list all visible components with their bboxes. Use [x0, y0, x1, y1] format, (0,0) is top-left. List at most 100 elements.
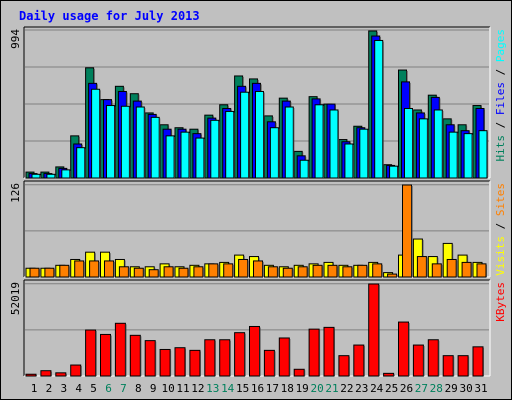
bar-pages-day-1	[31, 173, 41, 179]
x-tick-day-26: 26	[400, 382, 413, 395]
bar-kbytes-day-24	[368, 283, 380, 377]
x-tick-day-25: 25	[385, 382, 398, 395]
x-tick-day-20: 20	[310, 382, 323, 395]
bar-sites-day-11	[178, 267, 189, 278]
x-tick-day-10: 10	[161, 382, 174, 395]
x-tick-day-14: 14	[221, 382, 235, 395]
x-tick-day-23: 23	[355, 382, 368, 395]
x-tick-day-1: 1	[31, 382, 38, 395]
bar-pages-day-19	[299, 159, 309, 179]
bar-sites-day-28	[431, 263, 442, 278]
legend-item: KBytes	[494, 282, 507, 322]
bar-sites-day-29	[446, 258, 457, 278]
x-tick-day-12: 12	[191, 382, 204, 395]
bar-sites-day-18	[282, 267, 293, 278]
bar-pages-day-18	[284, 106, 294, 179]
bar-pages-day-2	[46, 173, 56, 179]
bar-kbytes-day-21	[323, 326, 335, 377]
bar-sites-day-7	[118, 266, 129, 278]
x-tick-day-3: 3	[60, 382, 67, 395]
bar-kbytes-day-7	[114, 322, 126, 377]
bar-sites-day-24	[372, 263, 383, 278]
bar-sites-day-10	[163, 266, 174, 278]
legend-item: Hits	[494, 135, 507, 162]
bar-pages-day-22	[344, 143, 354, 179]
bar-sites-day-30	[461, 261, 472, 278]
legend-item: Visits	[494, 236, 507, 276]
legend-item: /	[494, 216, 507, 236]
bar-sites-day-12	[193, 266, 204, 278]
legend-item: /	[494, 115, 507, 135]
bar-kbytes-day-30	[457, 355, 469, 377]
bar-kbytes-day-5	[85, 329, 97, 377]
bar-pages-day-21	[329, 109, 339, 179]
bar-pages-day-29	[448, 131, 458, 179]
bar-kbytes-day-16	[249, 325, 260, 377]
bar-kbytes-day-26	[398, 321, 409, 377]
x-tick-day-31: 31	[474, 382, 487, 395]
bar-pages-day-16	[255, 90, 264, 179]
x-tick-day-2: 2	[46, 382, 53, 395]
bar-sites-day-17	[267, 266, 278, 278]
legend: Visits / Sites	[494, 183, 507, 276]
bar-kbytes-day-27	[412, 344, 424, 377]
bar-pages-day-7	[120, 105, 130, 179]
x-tick-day-13: 13	[206, 382, 219, 395]
bar-sites-day-31	[476, 263, 487, 278]
bar-kbytes-day-9	[144, 340, 156, 377]
bar-kbytes-day-6	[100, 333, 111, 377]
x-tick-day-30: 30	[459, 382, 472, 395]
bar-sites-day-22	[342, 266, 353, 278]
x-tick-day-18: 18	[281, 382, 294, 395]
bar-kbytes-day-1	[25, 373, 37, 377]
bar-pages-day-20	[314, 104, 324, 179]
bar-sites-day-20	[312, 264, 323, 278]
bar-sites-day-16	[253, 260, 263, 278]
bar-kbytes-day-17	[263, 349, 275, 377]
bar-pages-day-24	[374, 39, 384, 179]
bar-pages-day-31	[478, 130, 488, 179]
bar-pages-day-12	[195, 137, 205, 179]
x-tick-day-27: 27	[415, 382, 428, 395]
max-value-label: 126	[9, 183, 22, 203]
bar-kbytes-day-31	[472, 346, 484, 377]
bar-kbytes-day-15	[234, 332, 246, 377]
bar-pages-day-30	[463, 133, 473, 179]
bar-pages-day-13	[210, 119, 220, 179]
bar-kbytes-day-22	[338, 355, 350, 377]
bar-sites-day-2	[44, 267, 55, 278]
bar-pages-day-5	[91, 88, 101, 179]
bar-kbytes-day-4	[70, 364, 82, 377]
x-tick-day-22: 22	[340, 382, 353, 395]
x-tick-day-24: 24	[370, 382, 384, 395]
bar-sites-day-3	[59, 264, 70, 278]
bar-kbytes-day-14	[219, 339, 231, 377]
bar-kbytes-day-20	[308, 328, 320, 377]
chart-title: Daily usage for July 2013	[19, 9, 200, 23]
bar-sites-day-1	[29, 267, 40, 278]
x-tick-day-11: 11	[176, 382, 189, 395]
x-tick-day-7: 7	[120, 382, 127, 395]
bar-pages-day-26	[404, 107, 413, 179]
bar-pages-day-28	[433, 109, 443, 179]
bar-kbytes-day-10	[159, 348, 171, 377]
bar-pages-day-11	[180, 131, 190, 179]
bar-kbytes-day-25	[383, 372, 395, 377]
bar-pages-day-23	[359, 128, 369, 179]
bar-sites-day-14	[223, 263, 234, 278]
bar-sites-day-5	[89, 260, 100, 278]
max-value-label: 994	[9, 29, 22, 49]
x-tick-day-15: 15	[236, 382, 249, 395]
legend: Hits / Files / Pages	[494, 29, 507, 162]
x-tick-day-16: 16	[251, 382, 264, 395]
bar-pages-day-8	[135, 106, 145, 179]
bar-kbytes-day-11	[174, 347, 186, 377]
bar-sites-day-8	[133, 267, 144, 278]
bar-kbytes-day-13	[204, 339, 216, 377]
bar-sites-day-4	[74, 260, 85, 278]
x-tick-day-28: 28	[430, 382, 443, 395]
bar-sites-day-21	[327, 264, 338, 278]
x-tick-day-29: 29	[445, 382, 458, 395]
bar-sites-day-23	[357, 264, 368, 278]
x-tick-day-19: 19	[296, 382, 309, 395]
